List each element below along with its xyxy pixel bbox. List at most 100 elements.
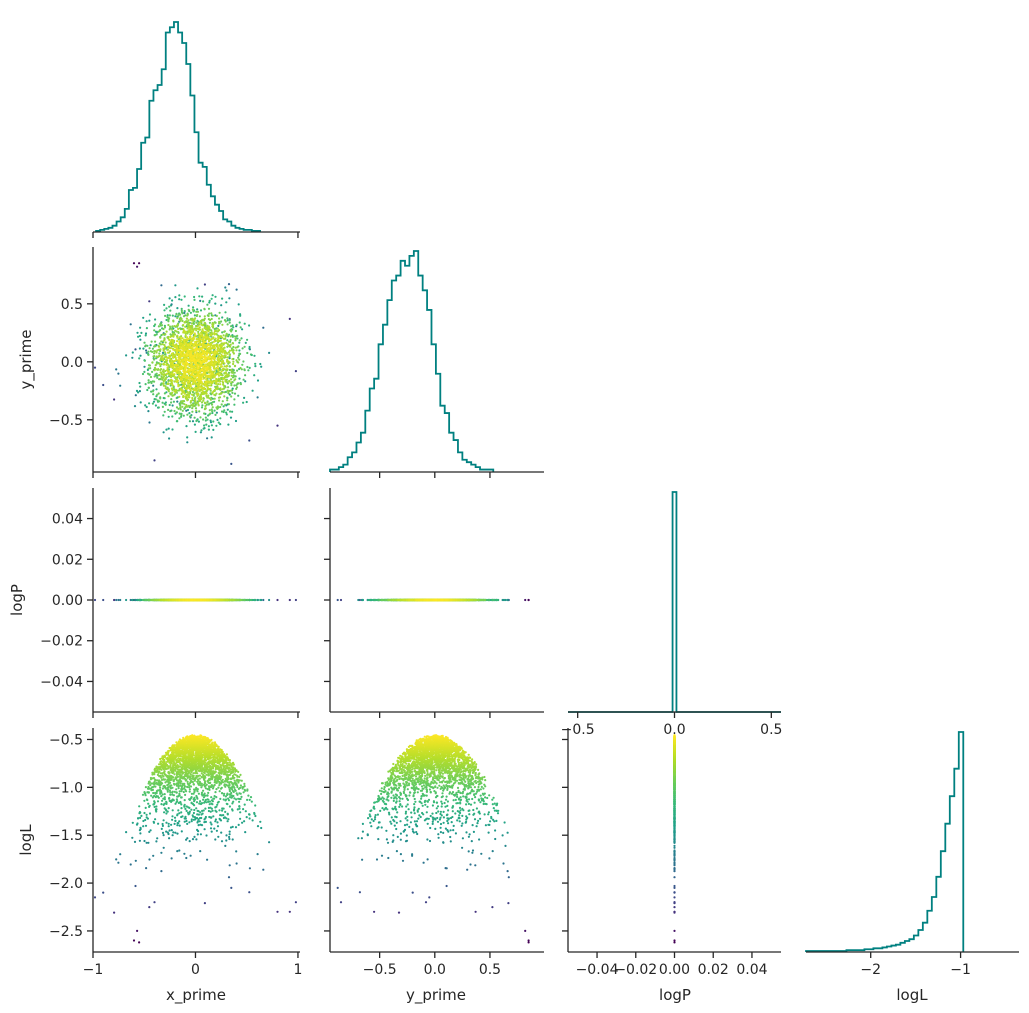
scatter-point — [227, 423, 230, 426]
scatter-point — [199, 299, 202, 302]
scatter-point — [244, 374, 247, 377]
scatter-point — [225, 411, 228, 414]
scatter-point — [226, 373, 230, 377]
scatter-point — [178, 294, 181, 297]
scatter-point — [137, 335, 140, 338]
scatter-point — [224, 371, 227, 374]
scatter-point — [154, 323, 157, 326]
scatter-point — [176, 379, 179, 382]
scatter-point — [197, 420, 200, 423]
scatter-point — [189, 384, 192, 387]
scatter-point — [136, 331, 139, 334]
scatter-point — [216, 418, 219, 421]
scatter-point — [172, 320, 175, 323]
scatter-point — [117, 372, 120, 375]
scatter-point — [193, 314, 196, 317]
scatter-point — [159, 383, 162, 386]
scatter-point — [159, 336, 162, 339]
scatter-point — [237, 361, 240, 364]
scatter-point — [178, 417, 181, 420]
scatter-point — [198, 315, 201, 318]
scatter-point — [219, 383, 222, 386]
scatter-point — [195, 409, 198, 412]
scatter-point — [200, 378, 203, 381]
scatter-point — [148, 319, 151, 322]
scatter-point — [145, 320, 148, 323]
scatter-point — [169, 354, 172, 357]
scatter-point — [224, 335, 227, 338]
scatter-point — [212, 340, 216, 343]
scatter-point — [174, 284, 177, 287]
scatter-point — [179, 406, 182, 409]
scatter-point — [237, 394, 240, 397]
scatter-point — [219, 335, 222, 338]
scatter-point — [203, 351, 206, 354]
scatter-point — [191, 396, 194, 400]
scatter-point — [233, 392, 237, 395]
scatter-point — [243, 345, 246, 348]
scatter-point — [209, 368, 212, 371]
scatter-point — [186, 354, 189, 357]
scatter-point — [162, 373, 165, 376]
scatter-point — [173, 373, 176, 376]
scatter-point — [153, 459, 156, 462]
scatter-point — [119, 598, 122, 602]
scatter-point — [175, 349, 178, 352]
scatter-point — [213, 370, 216, 373]
scatter-point — [159, 397, 162, 400]
scatter-point — [216, 388, 219, 391]
scatter-point — [203, 424, 206, 427]
scatter-point — [233, 398, 236, 401]
scatter-point — [248, 347, 251, 350]
scatter-point — [188, 412, 191, 415]
scatter-point — [163, 326, 167, 329]
scatter-point — [167, 370, 170, 373]
scatter-point — [192, 306, 195, 309]
scatter-point — [151, 402, 154, 405]
scatter-point — [239, 326, 242, 329]
scatter-point — [168, 342, 171, 345]
scatter-point — [221, 316, 224, 319]
scatter-point — [225, 301, 228, 304]
scatter-point — [102, 598, 105, 602]
scatter-point — [158, 373, 161, 377]
scatter-point — [220, 403, 223, 406]
scatter-point — [189, 400, 192, 403]
scatter-point — [222, 383, 225, 386]
scatter-point — [215, 392, 218, 395]
scatter-point — [201, 349, 204, 352]
scatter-point — [253, 374, 256, 377]
scatter-point — [187, 308, 190, 311]
scatter-point — [190, 332, 193, 336]
scatter-point — [182, 370, 185, 373]
scatter-point — [200, 334, 203, 337]
scatter-point — [239, 366, 242, 370]
scatter-point — [187, 319, 190, 322]
scatter-point — [243, 598, 246, 602]
scatter-point — [204, 336, 207, 339]
scatter-point — [136, 265, 139, 268]
scatter-point — [168, 328, 171, 331]
scatter-point — [174, 388, 178, 391]
histogram-y_prime — [329, 250, 495, 472]
scatter-point — [133, 598, 137, 602]
scatter-point — [213, 347, 216, 350]
scatter-point — [201, 295, 204, 298]
scatter-point — [154, 345, 157, 348]
scatter-point — [154, 404, 157, 407]
scatter-point — [226, 317, 229, 320]
scatter-point — [159, 363, 162, 366]
scatter-point — [169, 393, 172, 396]
scatter-point — [170, 352, 173, 355]
scatter-point — [226, 352, 229, 355]
scatter-point — [193, 358, 196, 361]
scatter-point — [217, 421, 220, 424]
scatter-point — [237, 382, 240, 385]
scatter-point — [228, 340, 231, 343]
scatter-point — [185, 317, 188, 320]
scatter-point — [155, 388, 158, 391]
scatter-point — [230, 462, 233, 465]
scatter-point — [183, 381, 186, 384]
scatter-point — [194, 399, 197, 402]
scatter-point — [131, 356, 134, 359]
